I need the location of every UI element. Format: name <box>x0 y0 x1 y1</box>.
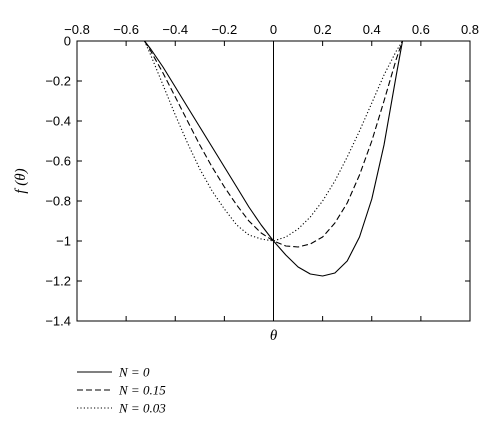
series-line-2 <box>143 40 403 242</box>
y-tick-label: −0.6 <box>45 154 71 169</box>
series-line-0 <box>144 40 404 277</box>
x-tick-label: 0 <box>270 22 277 37</box>
series-line-1 <box>144 40 404 248</box>
y-tick-label: 0 <box>64 34 71 49</box>
x-tick-label: −0.2 <box>212 22 238 37</box>
y-tick-label: −0.4 <box>45 114 71 129</box>
x-tick-label: 0.6 <box>412 22 430 37</box>
y-tick-label: −1.2 <box>45 274 71 289</box>
y-tick-label: −0.2 <box>45 74 71 89</box>
x-axis-title: θ <box>270 328 278 344</box>
y-axis-title: f (θ) <box>13 168 29 193</box>
x-tick-label: −0.4 <box>162 22 188 37</box>
x-tick-label: −0.6 <box>113 22 139 37</box>
legend-label-0: N = 0 <box>118 365 150 380</box>
y-tick-label: −1.4 <box>45 314 71 329</box>
x-tick-label: 0.2 <box>314 22 332 37</box>
x-tick-label: −0.8 <box>64 22 90 37</box>
y-tick-label: −0.8 <box>45 194 71 209</box>
y-tick-label: −1 <box>56 234 71 249</box>
x-tick-label: 0.4 <box>363 22 381 37</box>
legend-label-2: N = 0.03 <box>118 401 166 416</box>
legend-label-1: N = 0.15 <box>118 383 166 398</box>
x-tick-label: 0.8 <box>461 22 479 37</box>
